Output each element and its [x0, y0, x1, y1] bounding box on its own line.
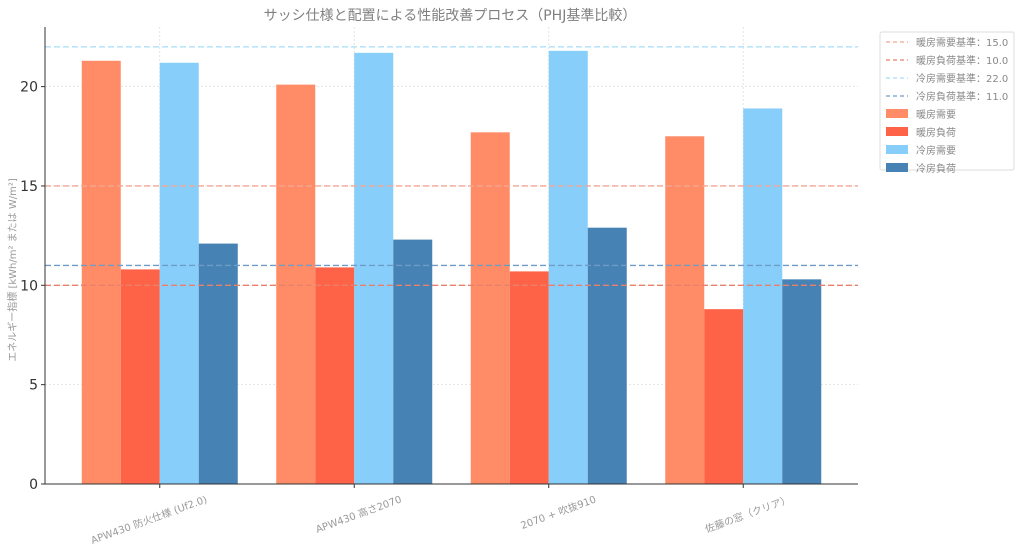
bar-3-2 [587, 227, 627, 484]
bar-0-2 [470, 132, 510, 484]
x-tick-label: 2070 + 吹抜910 [519, 493, 598, 532]
y-tick-label: 20 [20, 80, 38, 96]
bar-1-3 [704, 309, 744, 484]
y-axis-label: エネルギー指標 [kWh/m² または W/m²] [6, 178, 19, 362]
legend-swatch-3 [886, 163, 908, 172]
bar-3-3 [782, 279, 822, 484]
legend-label: 冷房負荷基準：11.0 [916, 90, 1008, 103]
y-tick-label: 0 [29, 477, 38, 493]
bar-3-0 [198, 243, 238, 484]
y-tick-label: 5 [29, 378, 38, 394]
legend-label: 暖房負荷基準：10.0 [916, 54, 1008, 67]
bar-2-1 [354, 52, 394, 484]
bar-0-0 [81, 60, 121, 484]
legend-swatch-2 [886, 145, 908, 154]
y-tick-label: 15 [20, 179, 38, 195]
bar-0-3 [665, 136, 705, 485]
x-tick-label: APW430 高さ2070 [314, 493, 403, 536]
legend-label: 暖房需要 [916, 108, 956, 121]
bar-1-2 [509, 271, 549, 484]
bar-2-0 [159, 62, 199, 484]
legend-label: 暖房需要基準：15.0 [916, 36, 1008, 49]
bar-1-0 [120, 269, 160, 484]
legend-label: 暖房負荷 [916, 126, 956, 139]
bar-1-1 [315, 267, 355, 484]
x-tick-label: 佐藤の窓（クリア） [703, 493, 792, 536]
legend: 暖房需要基準：15.0 暖房負荷基準：10.0 冷房需要基準：22.0 冷房負荷基準：… [879, 31, 1015, 175]
legend-label: 冷房需要基準：22.0 [916, 72, 1008, 85]
bar-2-2 [548, 50, 588, 485]
chart-title: サッシ仕様と配置による性能改善プロセス（PHJ基準比較） [264, 7, 637, 24]
legend-swatch-0 [886, 109, 908, 118]
y-tick-label: 10 [20, 278, 38, 294]
bar-0-1 [276, 84, 316, 485]
bar-2-3 [743, 108, 783, 485]
x-tick-label: APW430 防火仕様 (Uf2.0) [89, 493, 209, 547]
legend-box [879, 31, 1015, 171]
legend-swatch-1 [886, 127, 908, 136]
bar-3-1 [393, 239, 433, 484]
legend-label: 冷房需要 [916, 144, 956, 157]
legend-label: 冷房負荷 [916, 162, 956, 175]
